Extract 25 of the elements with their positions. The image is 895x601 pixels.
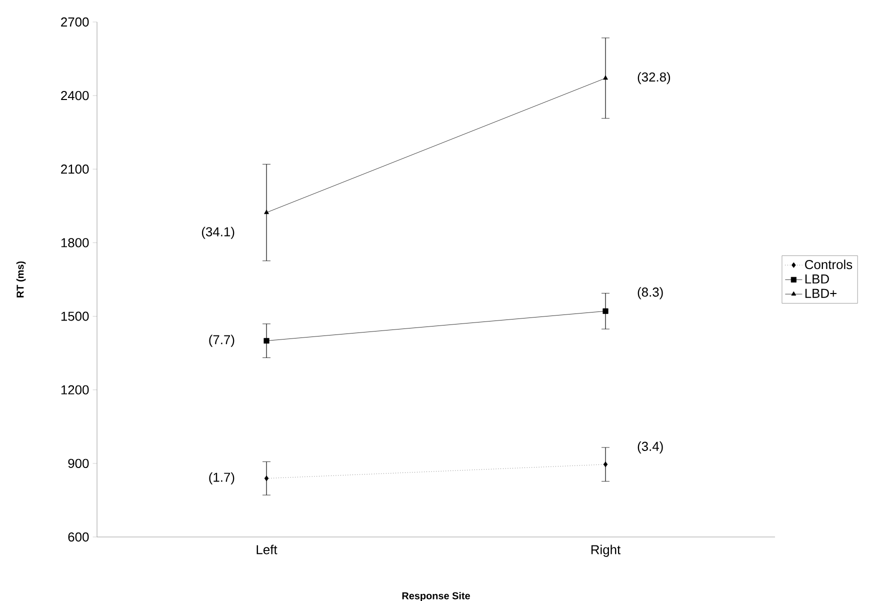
point bbox=[603, 462, 608, 468]
x-tick-label: Right bbox=[591, 544, 621, 557]
point bbox=[602, 308, 608, 314]
y-tick-label: 2700 bbox=[61, 17, 89, 27]
legend-label: LBD bbox=[805, 274, 829, 284]
y-tick-label: 2100 bbox=[61, 164, 89, 174]
y-tick-label: 600 bbox=[68, 532, 89, 542]
x-tick-label: Left bbox=[256, 544, 278, 554]
annotation: (8.3) bbox=[638, 287, 663, 300]
y-tick-label: 2400 bbox=[61, 90, 89, 100]
y-tick-label: 1200 bbox=[61, 385, 89, 394]
y-axis-title: RT (ms) bbox=[16, 261, 26, 298]
annotation: (34.1) bbox=[202, 226, 234, 239]
annotation: (7.7) bbox=[209, 334, 234, 347]
legend-label: LBD+ bbox=[805, 288, 836, 298]
point bbox=[264, 476, 269, 482]
x-axis-title: Response Site bbox=[402, 592, 470, 601]
annotation: (3.4) bbox=[638, 441, 663, 454]
legend-label: Controls bbox=[805, 260, 852, 270]
y-tick-label: 1500 bbox=[61, 312, 89, 321]
y-tick-label: 900 bbox=[68, 458, 89, 468]
point bbox=[264, 338, 270, 344]
annotation: (1.7) bbox=[209, 472, 234, 484]
y-tick-label: 1800 bbox=[61, 238, 89, 248]
annotation: (32.8) bbox=[638, 72, 670, 84]
